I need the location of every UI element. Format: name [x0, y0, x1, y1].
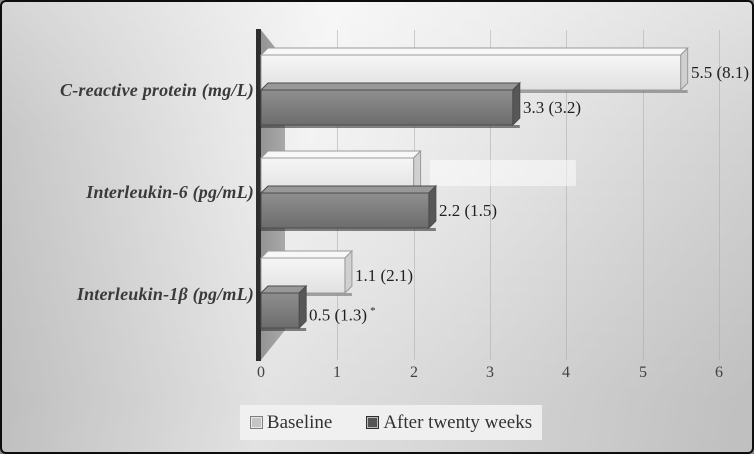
- x-tick-label: 6: [715, 364, 723, 381]
- category-label-crp: C-reactive protein (mg/L): [60, 80, 254, 100]
- x-tick-label: 1: [333, 364, 341, 381]
- value-label-bar-baseline-2: 1.1 (2.1): [355, 266, 414, 285]
- legend-label-baseline: Baseline: [266, 411, 333, 433]
- legend-item-after: After twenty weeks: [366, 412, 532, 434]
- bar-after-1-rim: [261, 228, 436, 231]
- value-label-bar-baseline-0: 5.5 (8.1): [691, 63, 750, 82]
- legend-swatch-after-icon: [366, 416, 380, 429]
- bar-after-1-end: [428, 184, 437, 230]
- bar-baseline-0-top: [259, 47, 689, 56]
- gridline: [490, 30, 491, 360]
- bar-baseline-0-end: [680, 46, 689, 92]
- value-label-bar-after-0: 3.3 (3.2): [523, 98, 582, 117]
- bar-after-0-front: [260, 89, 514, 126]
- legend-label-after: After twenty weeks: [383, 411, 533, 433]
- bar-after-0-rim: [261, 125, 520, 128]
- bar-baseline-0-front: [260, 54, 682, 91]
- x-tick-label: 2: [410, 364, 418, 381]
- bar-after-2-top: [259, 285, 308, 294]
- category-label-il6: Interleukin-6 (pg/mL): [86, 182, 254, 202]
- bar-after-2-end: [298, 284, 307, 330]
- x-tick-label: 0: [257, 364, 265, 381]
- gridline: [719, 30, 720, 360]
- bar-baseline-2-top: [259, 250, 354, 259]
- legend-swatch-baseline-icon: [249, 416, 263, 429]
- y-axis-line: [256, 29, 261, 361]
- x-tick-label: 4: [562, 364, 570, 381]
- bar-after-1-top: [259, 185, 438, 194]
- bar-after-1-front: [260, 192, 430, 229]
- bar-baseline-2-front: [260, 257, 346, 294]
- bar-after-0-end: [512, 81, 521, 127]
- gridline: [643, 30, 644, 360]
- x-tick-label: 5: [639, 364, 647, 381]
- bar-after-2-rim: [261, 328, 307, 331]
- bar-after-0-top: [259, 82, 521, 91]
- value-label-bar-after-2: 0.5 (1.3) *: [309, 305, 376, 325]
- bar-after-2-front: [260, 292, 300, 329]
- legend-item-baseline: Baseline: [249, 411, 333, 434]
- category-label-il1b: Interleukin-1β (pg/mL): [76, 284, 254, 304]
- bar-baseline-2-end: [344, 249, 353, 295]
- legend: Baseline After twenty weeks: [240, 405, 542, 440]
- highlight-patch: [430, 160, 576, 186]
- gridline: [566, 30, 567, 360]
- x-tick-label: 3: [486, 364, 494, 381]
- bar-baseline-1-top: [259, 150, 422, 159]
- value-label-bar-after-1: 2.2 (1.5): [439, 201, 498, 220]
